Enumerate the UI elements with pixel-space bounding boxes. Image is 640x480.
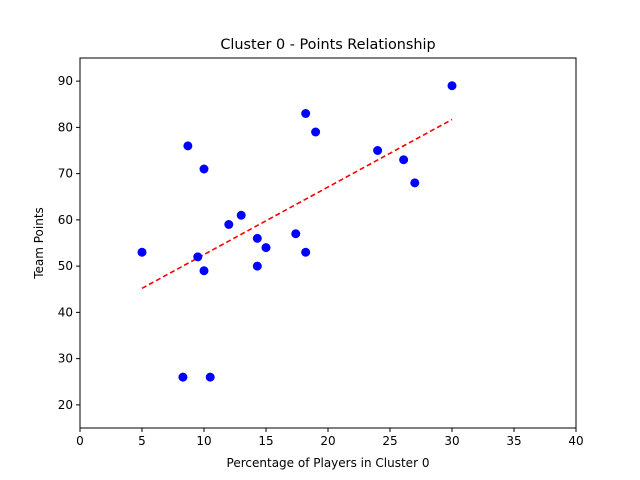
x-tick-label: 35 [506, 434, 521, 448]
data-point [447, 81, 457, 91]
trendline [141, 118, 453, 290]
data-point [183, 141, 193, 151]
data-point [261, 243, 271, 253]
data-point [193, 252, 203, 262]
x-axis-label: Percentage of Players in Cluster 0 [227, 456, 430, 470]
data-point [301, 247, 311, 257]
y-tick-label: 30 [58, 352, 73, 366]
x-axis: 0 5 10 15 20 25 30 35 40 [76, 428, 584, 448]
data-point [373, 146, 383, 155]
x-tick-label: 25 [382, 434, 397, 448]
data-point [252, 233, 262, 243]
y-tick-label: 90 [58, 74, 73, 88]
data-point [301, 109, 311, 118]
data-point [311, 127, 321, 137]
data-point [199, 266, 209, 276]
x-tick-label: 20 [320, 434, 335, 448]
x-tick-label: 5 [138, 434, 146, 448]
x-tick-label: 40 [568, 434, 583, 448]
data-point [224, 220, 234, 229]
x-tick-label: 30 [444, 434, 459, 448]
data-point [291, 229, 301, 239]
data-point [399, 155, 409, 165]
y-tick-label: 50 [58, 259, 73, 273]
data-point [252, 261, 262, 271]
data-point [199, 164, 209, 174]
y-axis: 20 30 40 50 60 70 80 90 [58, 74, 80, 412]
data-point [178, 372, 188, 382]
x-tick-label: 10 [196, 434, 211, 448]
x-tick-label: 15 [258, 434, 273, 448]
data-point [205, 372, 215, 382]
data-points [137, 81, 457, 382]
chart-title: Cluster 0 - Points Relationship [220, 37, 435, 53]
data-point [236, 210, 246, 220]
y-tick-label: 70 [58, 167, 73, 181]
trendline-segment [141, 118, 453, 290]
y-tick-label: 20 [58, 398, 73, 412]
y-tick-label: 80 [58, 120, 73, 134]
y-tick-label: 40 [58, 305, 73, 319]
data-point [410, 178, 420, 188]
data-point [137, 247, 147, 257]
y-axis-label: Team Points [32, 207, 46, 280]
y-tick-label: 60 [58, 213, 73, 227]
x-tick-label: 0 [76, 434, 84, 448]
